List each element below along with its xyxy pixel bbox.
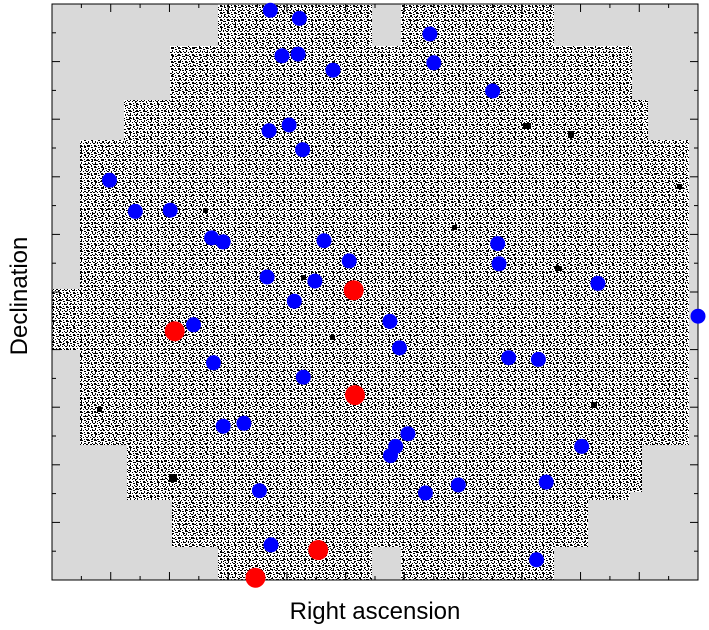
blue-point	[690, 308, 706, 324]
red-point	[164, 321, 185, 342]
blue-point	[259, 269, 275, 285]
blue-point	[530, 351, 546, 367]
blue-point	[263, 537, 279, 553]
blue-point	[281, 117, 297, 133]
blue-point	[538, 474, 554, 490]
blue-point	[102, 172, 117, 188]
blue-point	[215, 234, 231, 250]
blue-point	[291, 10, 307, 26]
red-point	[343, 280, 364, 301]
blue-point	[206, 355, 221, 371]
blue-point	[392, 340, 407, 356]
field-sources	[97, 123, 682, 482]
survey-field-mosaic	[52, 4, 689, 580]
blue-point	[261, 123, 277, 139]
blue-point	[422, 26, 438, 42]
blue-point	[382, 313, 398, 329]
blue-point	[450, 477, 466, 493]
blue-point	[417, 485, 433, 501]
blue-point	[295, 369, 311, 385]
blue-point	[400, 426, 416, 442]
blue-point	[251, 483, 267, 499]
x-axis-label: Right ascension	[290, 598, 461, 625]
blue-point	[204, 230, 220, 246]
blue-point	[490, 236, 506, 252]
blue-point	[236, 415, 252, 431]
blue-point	[501, 350, 517, 366]
blue-point	[162, 202, 178, 218]
blue-point	[426, 55, 442, 71]
blue-point	[186, 317, 201, 333]
blue-point	[485, 83, 501, 99]
blue-point	[274, 48, 290, 64]
blue-point	[574, 438, 590, 454]
blue-point	[341, 253, 357, 269]
blue-point	[325, 62, 341, 78]
blue-point	[316, 233, 332, 249]
red-point	[308, 540, 329, 560]
blue-point	[262, 2, 278, 18]
blue-point	[590, 275, 606, 291]
blue-point	[295, 142, 311, 158]
blue-point	[491, 256, 507, 272]
y-axis-label: Declination	[6, 237, 33, 356]
blue-point	[307, 273, 323, 289]
blue-point	[290, 46, 306, 62]
blue-point	[127, 203, 143, 219]
data-markers	[102, 2, 706, 588]
blue-point	[383, 448, 398, 464]
blue-point	[215, 418, 231, 434]
red-point	[345, 385, 365, 406]
blue-point	[529, 552, 544, 568]
blue-point	[286, 293, 302, 309]
red-point	[245, 567, 266, 588]
